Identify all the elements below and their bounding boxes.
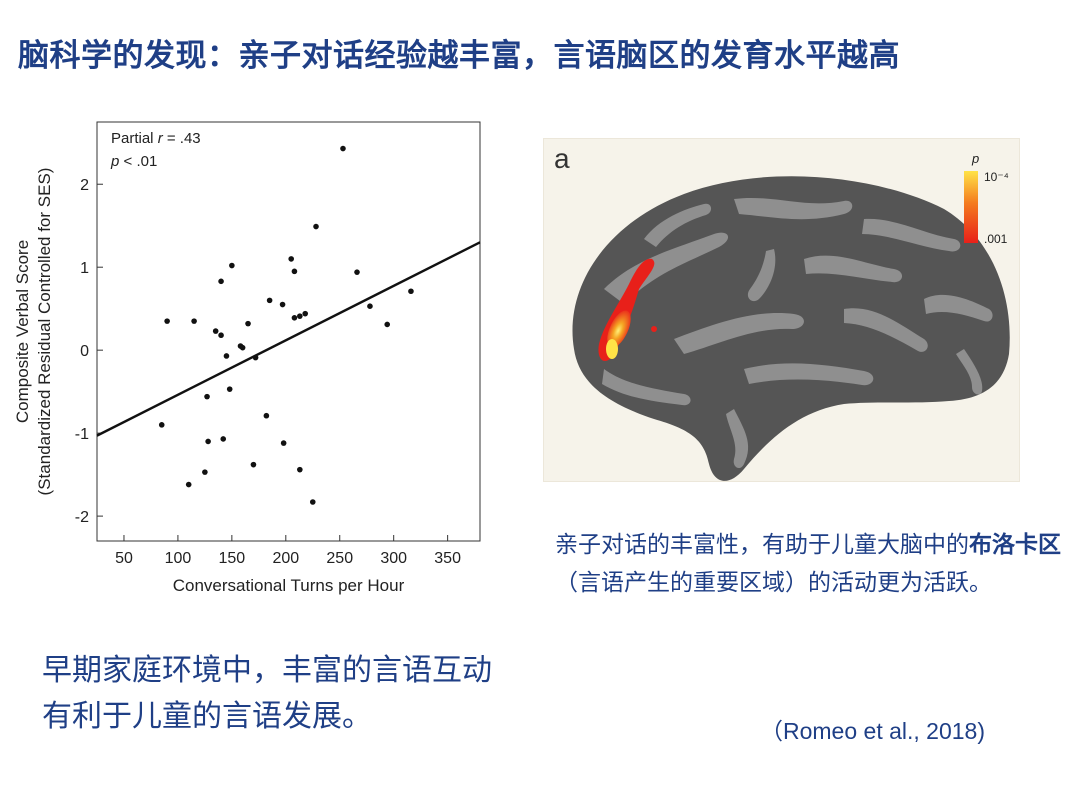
data-point bbox=[204, 393, 210, 400]
p-value-colorbar bbox=[964, 171, 978, 243]
y-tick-label: 2 bbox=[80, 177, 89, 194]
axis-ticks: 50 100 150 200 250 300 350 -2 -1 0 1 2 bbox=[75, 177, 461, 567]
conclusion-text: 早期家庭环境中，丰富的言语互动有利于儿童的言语发展。 bbox=[42, 653, 492, 734]
data-point bbox=[302, 310, 309, 317]
panel-letter: a bbox=[554, 143, 570, 174]
citation: （Romeo et al., 2018) bbox=[760, 718, 986, 744]
description-text-end: （言语产生的重要区域）的活动更为活跃。 bbox=[555, 570, 992, 596]
data-point bbox=[218, 332, 224, 339]
y-axis-label-line2: (Standardized Residual Controlled for SE… bbox=[35, 168, 54, 496]
data-point bbox=[212, 328, 219, 334]
data-point bbox=[185, 481, 192, 488]
data-point bbox=[367, 303, 373, 309]
brain-illustration: p 10⁻⁴ .001 bbox=[572, 151, 1010, 481]
data-point bbox=[384, 321, 391, 328]
regression-line bbox=[96, 241, 481, 437]
data-point bbox=[288, 256, 294, 262]
y-tick-label: 1 bbox=[80, 260, 89, 277]
data-point bbox=[245, 320, 251, 327]
data-point bbox=[297, 313, 303, 319]
data-point bbox=[250, 461, 257, 468]
data-point bbox=[220, 436, 227, 442]
colorbar-bottom-label: .001 bbox=[984, 232, 1008, 246]
colorbar-top-label: 10⁻⁴ bbox=[984, 170, 1009, 184]
data-point bbox=[263, 412, 270, 419]
data-point bbox=[226, 386, 233, 392]
data-point bbox=[309, 499, 316, 505]
data-point bbox=[354, 269, 360, 275]
x-axis-label: Conversational Turns per Hour bbox=[173, 576, 405, 595]
data-point bbox=[252, 354, 259, 361]
x-tick-label: 250 bbox=[326, 550, 353, 567]
x-tick-label: 300 bbox=[380, 550, 407, 567]
brain-figure: a bbox=[543, 138, 1020, 482]
brain-description: 亲子对话的丰富性，有助于儿童大脑中的布洛卡区 （言语产生的重要区域）的活动更为活跃… bbox=[555, 526, 1070, 602]
x-tick-label: 50 bbox=[115, 550, 133, 567]
y-axis-label-line1: Composite Verbal Score bbox=[13, 240, 32, 423]
data-point bbox=[266, 297, 273, 304]
data-point bbox=[239, 344, 246, 351]
x-tick-label: 350 bbox=[434, 550, 461, 567]
colorbar-label: p bbox=[971, 151, 979, 166]
x-tick-label: 200 bbox=[272, 550, 299, 567]
broca-activation bbox=[598, 258, 657, 362]
data-point bbox=[202, 469, 208, 475]
data-point bbox=[229, 262, 235, 269]
x-tick-label: 100 bbox=[165, 550, 192, 567]
data-point bbox=[340, 145, 346, 152]
brocas-area-term: 布洛卡区 bbox=[969, 531, 1061, 558]
data-point bbox=[191, 318, 197, 324]
data-point bbox=[291, 315, 298, 321]
p-value-annotation: p < .01 bbox=[110, 153, 157, 170]
partial-r-annotation: Partial r = .43 bbox=[111, 130, 201, 147]
plot-frame bbox=[96, 121, 481, 542]
data-point bbox=[280, 440, 287, 446]
data-point bbox=[218, 278, 224, 285]
data-point bbox=[313, 223, 319, 230]
y-tick-label: -1 bbox=[75, 426, 89, 443]
scatter-chart: 50 100 150 200 250 300 350 -2 -1 0 1 2 Partial r = … bbox=[13, 121, 481, 595]
y-tick-label: -2 bbox=[75, 509, 89, 526]
description-text-start: 亲子对话的丰富性，有助于儿童大脑中的 bbox=[555, 532, 969, 558]
data-point bbox=[205, 438, 211, 445]
y-tick-label: 0 bbox=[80, 343, 89, 360]
data-point bbox=[297, 466, 303, 473]
slide-title: 脑科学的发现：亲子对话经验越丰富，言语脑区的发育水平越高 bbox=[18, 38, 900, 74]
data-points bbox=[158, 145, 414, 505]
data-point bbox=[223, 353, 230, 359]
data-point bbox=[164, 318, 170, 324]
data-point bbox=[158, 422, 165, 428]
x-tick-label: 150 bbox=[219, 550, 246, 567]
data-point bbox=[408, 288, 414, 295]
data-point bbox=[291, 268, 298, 275]
data-point bbox=[279, 301, 286, 308]
